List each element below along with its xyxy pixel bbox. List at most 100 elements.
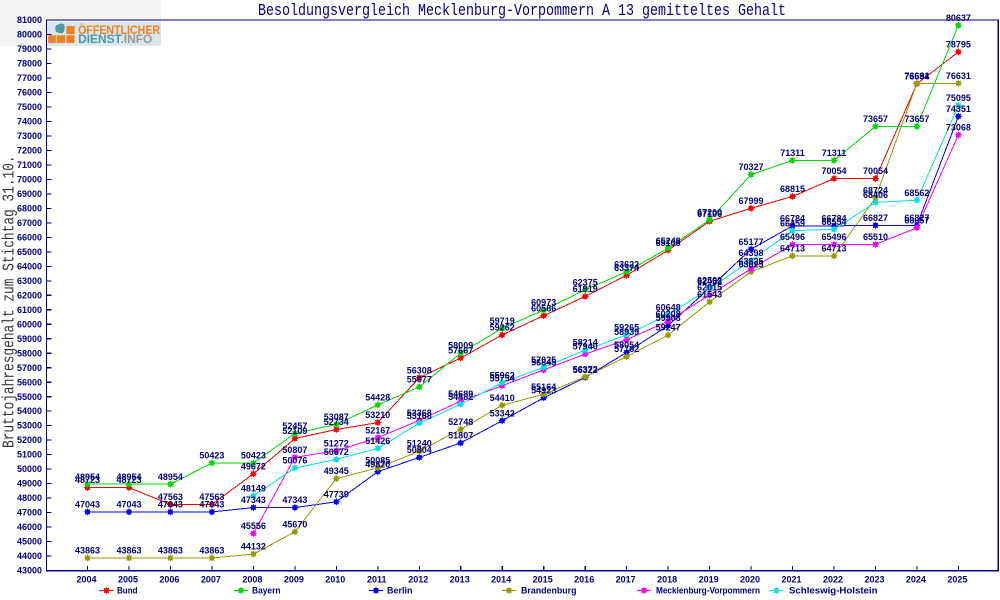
svg-text:55677: 55677: [407, 375, 432, 385]
svg-text:54689: 54689: [448, 389, 473, 399]
svg-text:68406: 68406: [863, 190, 888, 200]
svg-text:68562: 68562: [904, 188, 929, 198]
svg-text:71000: 71000: [17, 160, 42, 170]
svg-text:50804: 50804: [407, 445, 432, 455]
svg-text:76594: 76594: [904, 71, 929, 81]
svg-text:49000: 49000: [17, 479, 42, 489]
svg-text:49672: 49672: [241, 461, 266, 471]
svg-text:45670: 45670: [282, 519, 307, 529]
svg-text:61000: 61000: [17, 305, 42, 315]
svg-text:58939: 58939: [614, 327, 639, 337]
svg-text:58000: 58000: [17, 348, 42, 358]
svg-text:56372: 56372: [573, 364, 598, 374]
svg-text:53210: 53210: [365, 410, 390, 420]
svg-text:53368: 53368: [407, 408, 432, 418]
svg-text:64000: 64000: [17, 261, 42, 271]
svg-text:70054: 70054: [863, 166, 888, 176]
svg-text:57667: 57667: [448, 346, 473, 356]
svg-text:49820: 49820: [365, 459, 390, 469]
svg-text:50085: 50085: [365, 456, 390, 466]
svg-text:47739: 47739: [324, 489, 349, 499]
svg-text:75000: 75000: [17, 102, 42, 112]
svg-text:61919: 61919: [573, 284, 598, 294]
svg-text:54923: 54923: [531, 385, 556, 395]
svg-text:48954: 48954: [116, 472, 141, 482]
svg-text:2020: 2020: [740, 574, 760, 584]
svg-text:67999: 67999: [738, 196, 763, 206]
svg-text:53342: 53342: [490, 408, 515, 418]
svg-text:54482: 54482: [448, 392, 473, 402]
svg-text:2021: 2021: [781, 574, 801, 584]
svg-text:2018: 2018: [657, 574, 677, 584]
svg-text:47000: 47000: [17, 508, 42, 518]
svg-text:65000: 65000: [17, 247, 42, 257]
svg-text:58054: 58054: [614, 340, 639, 350]
svg-text:55164: 55164: [531, 382, 556, 392]
svg-text:47563: 47563: [199, 492, 224, 502]
svg-text:71311: 71311: [822, 148, 847, 158]
svg-text:Berlin: Berlin: [387, 586, 413, 596]
svg-text:2015: 2015: [533, 574, 553, 584]
svg-text:70000: 70000: [17, 175, 42, 185]
svg-text:67200: 67200: [697, 208, 722, 218]
svg-text:78000: 78000: [17, 59, 42, 69]
svg-text:2011: 2011: [367, 574, 387, 584]
svg-text:56845: 56845: [531, 358, 556, 368]
svg-text:73657: 73657: [904, 114, 929, 124]
svg-text:2004: 2004: [76, 574, 96, 584]
svg-text:2016: 2016: [574, 574, 594, 584]
svg-text:60208: 60208: [656, 309, 681, 319]
svg-text:2022: 2022: [823, 574, 843, 584]
svg-text:77000: 77000: [17, 73, 42, 83]
svg-text:Mecklenburg-Vorpommern: Mecklenburg-Vorpommern: [656, 586, 760, 596]
svg-text:60973: 60973: [531, 298, 556, 308]
svg-text:57025: 57025: [531, 355, 556, 365]
svg-text:47563: 47563: [158, 492, 183, 502]
svg-text:57000: 57000: [17, 363, 42, 373]
svg-text:50076: 50076: [282, 456, 307, 466]
svg-text:76631: 76631: [946, 71, 971, 81]
svg-text:66784: 66784: [780, 214, 805, 224]
svg-text:72000: 72000: [17, 146, 42, 156]
svg-text:57762: 57762: [614, 344, 639, 354]
svg-text:63000: 63000: [17, 276, 42, 286]
svg-text:Bund: Bund: [117, 586, 138, 596]
svg-text:59719: 59719: [490, 316, 515, 326]
svg-text:2009: 2009: [284, 574, 304, 584]
svg-text:55754: 55754: [490, 373, 515, 383]
svg-text:73068: 73068: [946, 123, 971, 133]
svg-text:2019: 2019: [699, 574, 719, 584]
svg-text:2023: 2023: [864, 574, 884, 584]
svg-text:79000: 79000: [17, 44, 42, 54]
svg-text:68724: 68724: [863, 185, 888, 195]
svg-text:DIENST.INFO: DIENST.INFO: [78, 32, 152, 46]
svg-text:2025: 2025: [947, 574, 967, 584]
svg-text:45556: 45556: [241, 521, 266, 531]
svg-text:Schleswig-Holstein: Schleswig-Holstein: [789, 586, 878, 596]
svg-text:54410: 54410: [490, 393, 515, 403]
svg-text:67000: 67000: [17, 218, 42, 228]
svg-text:59908: 59908: [656, 313, 681, 323]
svg-text:50672: 50672: [324, 447, 349, 457]
svg-text:62375: 62375: [573, 277, 598, 287]
svg-text:65510: 65510: [863, 232, 888, 242]
svg-text:48954: 48954: [158, 472, 183, 482]
svg-text:63374: 63374: [614, 263, 639, 273]
svg-text:52167: 52167: [365, 425, 390, 435]
svg-text:2005: 2005: [118, 574, 138, 584]
svg-text:76631: 76631: [904, 71, 929, 81]
svg-text:52457: 52457: [282, 421, 307, 431]
svg-text:50000: 50000: [17, 464, 42, 474]
svg-text:64713: 64713: [821, 244, 846, 254]
svg-text:53000: 53000: [17, 421, 42, 431]
svg-text:74351: 74351: [946, 104, 971, 114]
svg-text:65496: 65496: [821, 232, 846, 242]
svg-text:66000: 66000: [17, 232, 42, 242]
svg-text:43863: 43863: [199, 546, 224, 556]
svg-text:58214: 58214: [573, 338, 598, 348]
svg-text:Brandenburg: Brandenburg: [521, 586, 577, 596]
svg-text:52000: 52000: [17, 435, 42, 445]
svg-text:43863: 43863: [158, 546, 183, 556]
svg-text:66657: 66657: [904, 215, 929, 225]
svg-text:69000: 69000: [17, 189, 42, 199]
